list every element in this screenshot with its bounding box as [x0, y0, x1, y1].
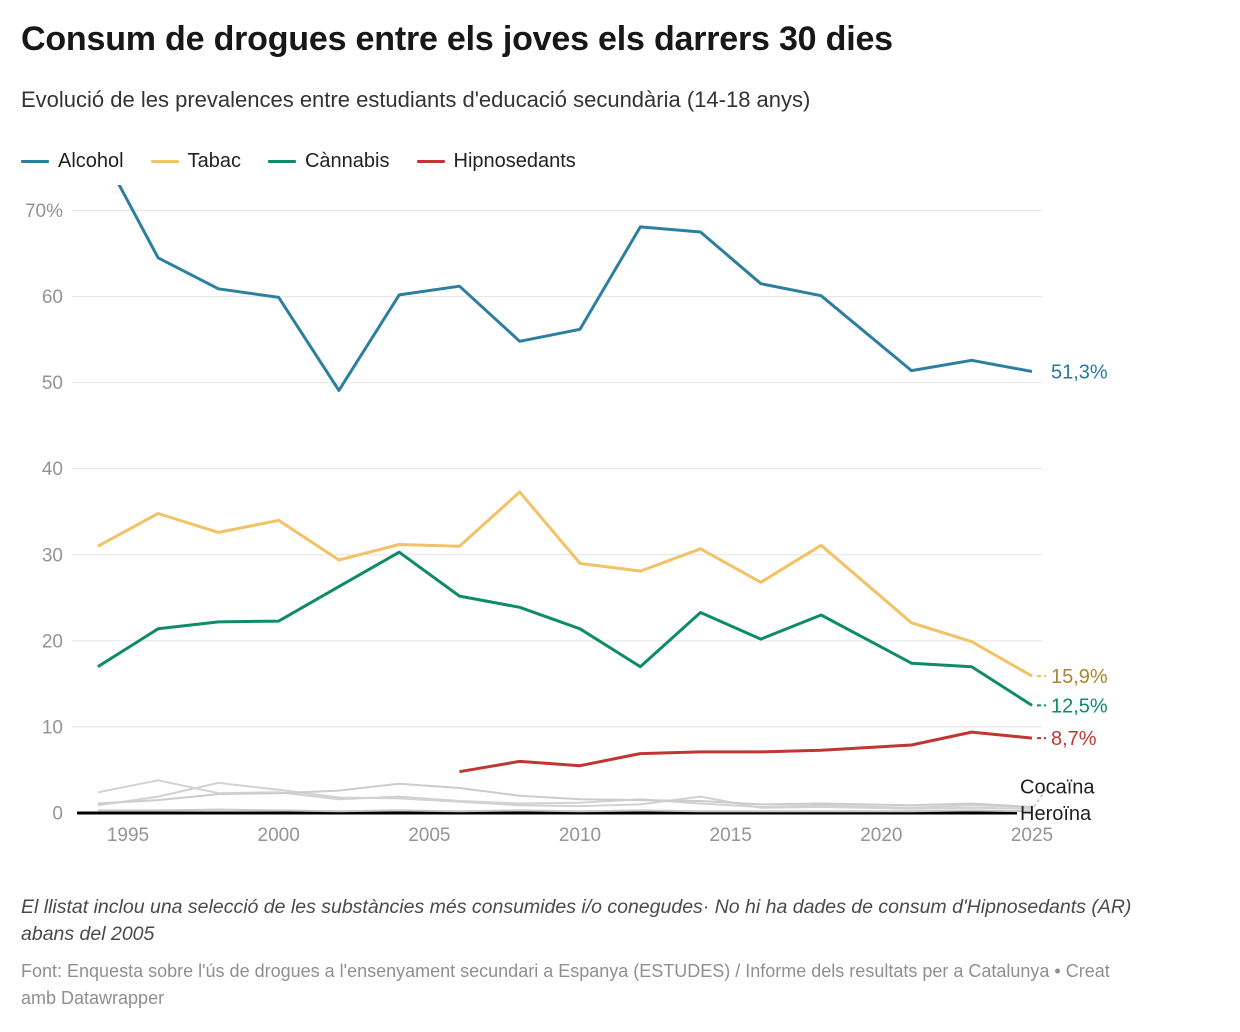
source-separator: •: [1049, 961, 1066, 981]
series-line-tabac: [97, 490, 1033, 678]
series-line-cocaina: [97, 782, 1033, 808]
x-tick-label: 2025: [1011, 825, 1053, 846]
legend-item-tabac: Tabac: [150, 150, 241, 173]
legend-label: Tabac: [187, 150, 241, 172]
series-line-alcohol: [117, 185, 1033, 392]
series-line-heroina: [97, 808, 1033, 813]
series-line-gray-line-2: [97, 781, 1033, 810]
x-tick-label: 2010: [559, 825, 601, 846]
chart-footnote: El llistat inclou una selecció de les su…: [21, 896, 1132, 946]
legend-label: Alcohol: [58, 150, 124, 172]
legend-swatch-icon: [21, 159, 49, 164]
y-tick-label: 40: [42, 459, 63, 480]
y-tick-label: 10: [42, 717, 63, 738]
source-line: Font: Enquesta sobre l'ús de drogues a l…: [21, 958, 1121, 1013]
value-label-tabac: 15,9%: [1051, 666, 1108, 688]
x-tick-label: 1995: [107, 825, 149, 846]
legend-item-cànnabis: Cànnabis: [267, 150, 390, 173]
y-tick-label: 20: [42, 631, 63, 652]
legend-label: Hipnosedants: [453, 150, 576, 172]
y-tick-label: 50: [42, 373, 63, 394]
x-tick-label: 2000: [258, 825, 300, 846]
value-label-cocaina: Cocaïna: [1020, 776, 1095, 798]
legend: Alcohol Tabac Cànnabis Hipnosedants: [21, 150, 576, 173]
legend-item-hipnosedants: Hipnosedants: [416, 150, 576, 173]
y-tick-label: 30: [42, 545, 63, 566]
value-label-alcohol: 51,3%: [1051, 361, 1108, 383]
page-title: Consum de drogues entre els joves els da…: [21, 20, 893, 58]
y-tick-label: 0: [52, 804, 63, 825]
legend-swatch-icon: [416, 159, 445, 164]
series-line-hipnosedants: [459, 730, 1033, 774]
y-tick-label: 70%: [25, 201, 63, 222]
source-text: Font: Enquesta sobre l'ús de drogues a l…: [21, 961, 1050, 981]
y-tick-label: 60: [42, 287, 63, 308]
legend-label: Cànnabis: [304, 150, 390, 172]
x-tick-label: 2005: [408, 825, 450, 846]
legend-swatch-icon: [150, 159, 179, 164]
x-tick-label: 2015: [710, 825, 752, 846]
series-line-cannabis: [97, 550, 1033, 707]
value-label-heroina: Heroïna: [1020, 803, 1092, 825]
datawrapper-attribution-link[interactable]: Creat amb Datawrapper: [21, 961, 1110, 1009]
value-label-cannabis: 12,5%: [1051, 695, 1108, 717]
legend-item-alcohol: Alcohol: [21, 150, 124, 173]
legend-swatch-icon: [267, 159, 296, 164]
chart-subtitle: Evolució de les prevalences entre estudi…: [21, 87, 811, 112]
value-label-hipnosedants: 8,7%: [1051, 728, 1097, 750]
x-tick-label: 2020: [860, 825, 902, 846]
